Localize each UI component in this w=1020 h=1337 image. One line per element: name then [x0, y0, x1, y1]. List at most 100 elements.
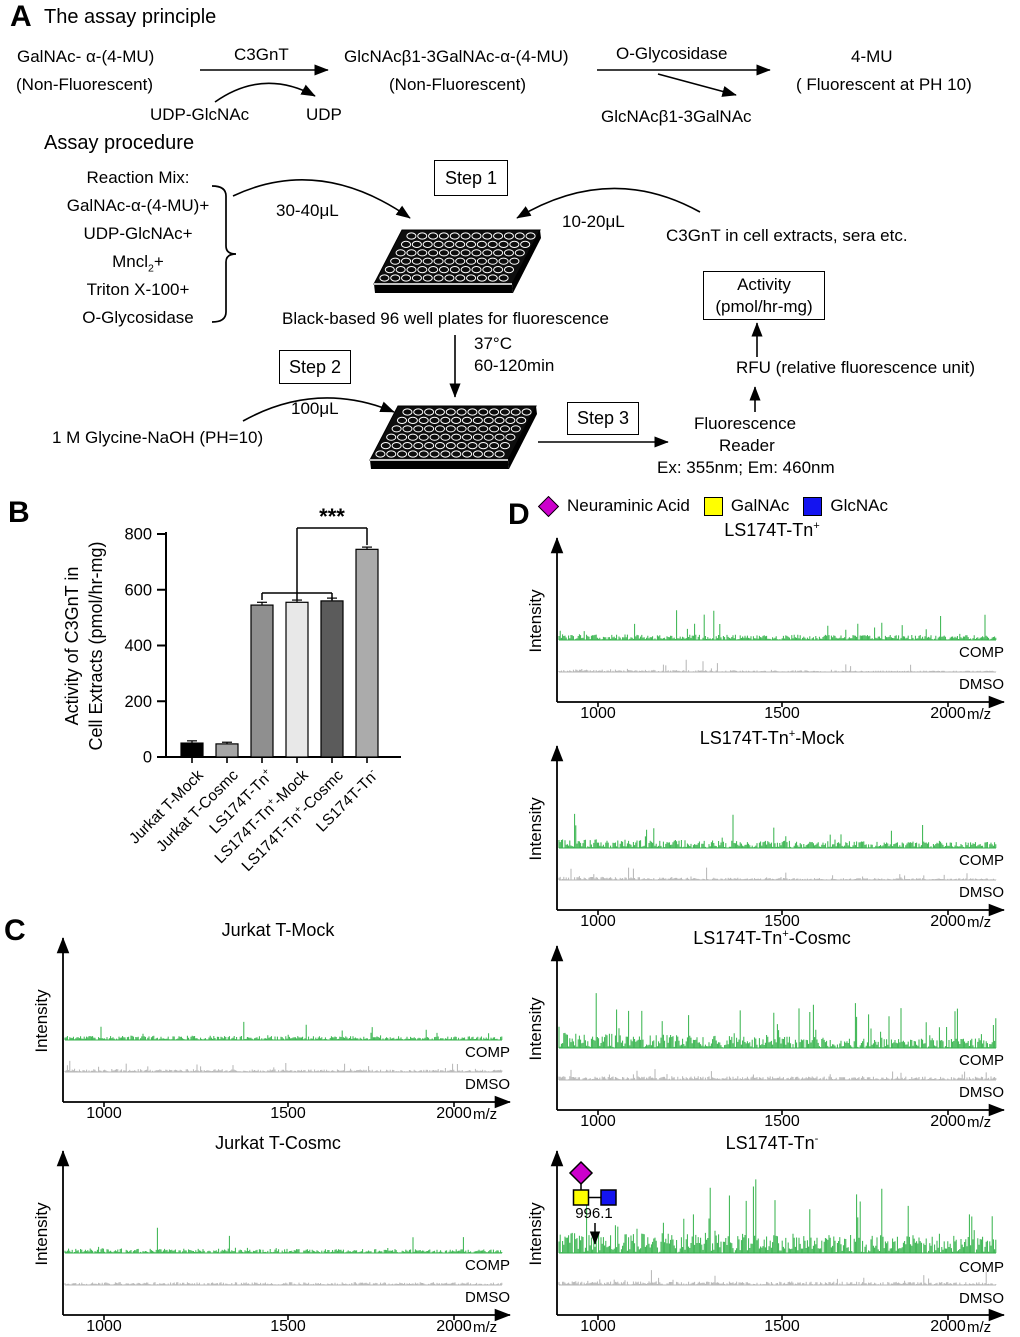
legend-label: GlcNAc	[830, 496, 889, 515]
galnac-icon	[703, 496, 723, 516]
svg-text:Activity of C3GnT in: Activity of C3GnT in	[62, 567, 82, 726]
dmso-label: DMSO	[959, 676, 1004, 693]
dmso-label: DMSO	[465, 1289, 510, 1306]
activity-bar-chart: 0 200 400 600 800 Activity of C3GnT in Cell Ex…	[62, 504, 401, 875]
spectrum-panel-ls174t-tn-pos-mock: LS174T-Tn+-Mock Intensity COMP DMSO 1000…	[512, 728, 1020, 932]
stop-buffer-arrow	[242, 397, 395, 422]
reader-params: Ex: 355nm; Em: 460nm	[657, 458, 835, 477]
spectrum-panel-ls174t-tn-pos-cosmc: LS174T-Tn+-Cosmc Intensity COMP DMSO 100…	[512, 928, 1020, 1132]
x-tick: 1500	[764, 705, 800, 722]
assay-diagram-graphics	[200, 64, 771, 469]
y-axis-label: Intensity	[526, 997, 545, 1061]
mix-line: Reaction Mix:	[86, 168, 190, 187]
svg-text:***: ***	[319, 504, 345, 529]
enzyme1: C3GnT	[234, 45, 289, 64]
svg-text:400: 400	[124, 637, 152, 655]
spectrum-plot	[550, 745, 1005, 917]
bar-chart-container: 0 200 400 600 800 Activity of C3GnT in Cell Ex…	[60, 500, 480, 918]
release-branch-arrow	[657, 73, 737, 97]
reader-line2: Reader	[719, 436, 775, 455]
svg-text:600: 600	[124, 581, 152, 599]
spectrum-title: LS174T-Tn-	[725, 1133, 819, 1153]
spectrum-plot	[550, 945, 1005, 1117]
x-tick: 1500	[764, 913, 800, 930]
glycan-legend: Neuraminic Acid GalNAc GlcNAc	[537, 494, 902, 518]
released-glycan: GlcNAcβ1-3GalNAc	[601, 107, 752, 126]
incubation-temp: 37°C	[474, 334, 512, 353]
mix-to-plate-arrow	[232, 179, 411, 219]
svg-text:996.1: 996.1	[575, 1205, 613, 1222]
svg-text:200: 200	[124, 693, 152, 711]
step2-box: Step 2	[279, 350, 351, 384]
stop-buffer: 1 M Glycine-NaOH (PH=10)	[52, 428, 264, 447]
x-axis-label: m/z	[473, 1106, 498, 1123]
x-tick: 2000	[436, 1105, 472, 1122]
x-tick: 2000	[930, 1113, 966, 1130]
x-tick: 1000	[580, 705, 616, 722]
procedure-title: Assay procedure	[44, 132, 195, 154]
legend-label: Neuraminic Acid	[567, 496, 690, 515]
final-product-note: ( Fluorescent at PH 10)	[796, 75, 972, 94]
svg-text:Cell Extracts (pmol/hr-mg): Cell Extracts (pmol/hr-mg)	[86, 541, 106, 750]
comp-label: COMP	[959, 644, 1004, 661]
comp-label: COMP	[959, 852, 1004, 869]
svg-text:800: 800	[124, 526, 152, 544]
donor: UDP-GlcNAc	[150, 105, 250, 124]
sample-to-plate-arrow	[516, 187, 701, 219]
spectrum-plot	[550, 537, 1005, 709]
incubation-time: 60-120min	[474, 356, 555, 375]
volume-stop: 100μL	[291, 399, 339, 418]
x-axis-label: m/z	[967, 706, 992, 723]
comp-label: COMP	[959, 1259, 1004, 1276]
udp-curve-arrow	[214, 82, 316, 103]
activity-line2: (pmol/hr-mg)	[715, 297, 813, 316]
plate-caption: Black-based 96 well plates for fluoresce…	[282, 309, 609, 328]
x-tick: 2000	[436, 1318, 472, 1335]
x-axis-label: m/z	[473, 1319, 498, 1336]
y-axis-label: Intensity	[526, 1202, 545, 1266]
volume-mix: 30-40μL	[276, 201, 339, 220]
panel-a-label: A	[10, 0, 32, 33]
96-well-plate	[373, 229, 541, 293]
panel-c-label: C	[4, 914, 26, 947]
spectrum-panel-jurkat-t-mock: Jurkat T-Mock Intensity COMP DMSO 1000 1…	[18, 920, 526, 1124]
spectrum-plot	[56, 1150, 511, 1322]
intermediate: GlcNAcβ1-3GalNAc-α-(4-MU)	[344, 47, 569, 66]
panel-d-label: D	[508, 498, 530, 531]
reaction-mix-brace	[211, 185, 237, 323]
x-tick: 2000	[930, 705, 966, 722]
96-well-plate	[369, 405, 537, 469]
substrate-note: (Non-Fluorescent)	[16, 75, 153, 94]
spectrum-panel-ls174t-tn-pos: LS174T-Tn+ Intensity COMP DMSO 1000 1500…	[512, 520, 1020, 724]
comp-label: COMP	[959, 1052, 1004, 1069]
step1-box: Step 1	[434, 160, 508, 196]
spectrum-panel-ls174t-tn-neg: 996.1 LS174T-Tn- Intensity COMP DMSO 100…	[512, 1133, 1020, 1337]
dmso-label: DMSO	[959, 1084, 1004, 1101]
reaction-mix-list: Reaction Mix: GalNAc-α-(4-MU)+ UDP-GlcNA…	[48, 164, 228, 332]
mix-line: Mncl2+	[112, 252, 164, 275]
x-tick: 2000	[930, 1318, 966, 1335]
x-tick: 1000	[580, 1318, 616, 1335]
spectrum-title: LS174T-Tn+-Mock	[699, 728, 845, 748]
spectrum-title: LS174T-Tn+-Cosmc	[693, 928, 851, 948]
comp-label: COMP	[465, 1044, 510, 1061]
x-tick: 1500	[270, 1105, 306, 1122]
mix-line: O-Glycosidase	[82, 308, 194, 327]
legend-label: GalNAc	[730, 496, 790, 515]
spectrum-title: LS174T-Tn+	[724, 520, 820, 540]
y-axis-label: Intensity	[32, 1202, 51, 1266]
y-axis-label: Intensity	[526, 797, 545, 861]
panel-a-title: The assay principle	[44, 6, 217, 28]
substrate: GalNAc- α-(4-MU)	[17, 47, 155, 66]
dmso-label: DMSO	[959, 1290, 1004, 1307]
panel-b-label: B	[8, 496, 30, 529]
x-tick: 1500	[764, 1318, 800, 1335]
mix-line: UDP-GlcNAc+	[83, 224, 193, 243]
mix-line: Triton X-100+	[86, 280, 190, 299]
spectrum-panel-jurkat-t-cosmc: Jurkat T-Cosmc Intensity COMP DMSO 1000 …	[18, 1133, 526, 1337]
spectrum-title: Jurkat T-Cosmc	[215, 1133, 341, 1153]
step3-box: Step 3	[567, 402, 639, 435]
x-axis-label: m/z	[967, 1319, 992, 1336]
mix-line: GalNAc-α-(4-MU)+	[66, 196, 210, 215]
